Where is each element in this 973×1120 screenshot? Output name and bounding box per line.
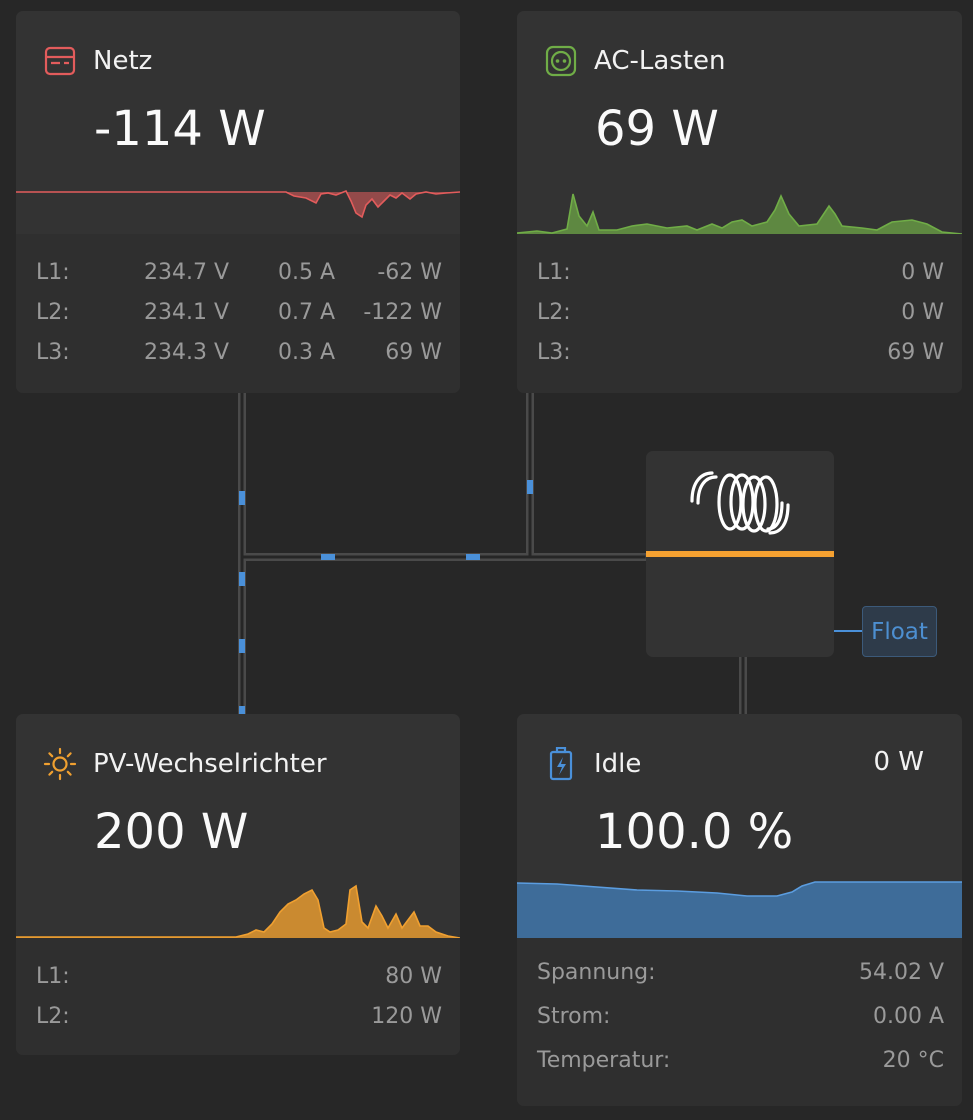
battery-soc: 100.0 % bbox=[595, 804, 794, 860]
pv-inverter-phase-row: L2: 120 W bbox=[36, 1004, 442, 1029]
ac-socket-icon bbox=[544, 44, 578, 78]
pv-inverter-phase-row: L1: 80 W bbox=[36, 964, 442, 989]
ac-loads-chart bbox=[517, 186, 962, 236]
grid-power: -114 W bbox=[94, 101, 266, 157]
grid-phase-row: L1: 234.7 V 0.5 A -62 W bbox=[36, 260, 442, 285]
battery-detail-row: Strom: 0.00 A bbox=[537, 1004, 944, 1029]
grid-chart bbox=[16, 181, 460, 231]
pv-inverter-power: 200 W bbox=[94, 804, 249, 860]
pv-inverter-card[interactable]: PV-Wechselrichter 200 W L1: 80 W L2: 120… bbox=[16, 714, 460, 1055]
ac-loads-card[interactable]: AC-Lasten 69 W L1: 0 W L2: 0 W L3: 69 W bbox=[517, 11, 962, 393]
battery-details: Spannung: 54.02 V Strom: 0.00 A Temperat… bbox=[517, 938, 962, 1106]
ac-loads-phase-row: L2: 0 W bbox=[537, 300, 944, 325]
grid-phase-details: L1: 234.7 V 0.5 A -62 W L2: 234.1 V 0.7 … bbox=[16, 234, 460, 393]
sun-icon bbox=[43, 747, 77, 781]
inverter-card[interactable] bbox=[646, 451, 834, 657]
battery-chart bbox=[517, 880, 962, 938]
victron-logo-icon bbox=[686, 469, 796, 539]
battery-charging-icon bbox=[544, 747, 578, 781]
ac-loads-phase-row: L3: 69 W bbox=[537, 340, 944, 365]
battery-detail-row: Temperatur: 20 °C bbox=[537, 1048, 944, 1073]
battery-state: Idle bbox=[594, 749, 642, 779]
ac-loads-phase-row: L1: 0 W bbox=[537, 260, 944, 285]
grid-title: Netz bbox=[93, 46, 153, 76]
battery-power: 0 W bbox=[873, 747, 924, 777]
inverter-accent-bar bbox=[646, 551, 834, 557]
grid-meter-icon bbox=[43, 44, 77, 78]
inverter-state-badge: Float bbox=[862, 606, 937, 657]
grid-phase-row: L2: 234.1 V 0.7 A -122 W bbox=[36, 300, 442, 325]
flow-dots bbox=[239, 480, 533, 715]
battery-detail-row: Spannung: 54.02 V bbox=[537, 960, 944, 985]
grid-phase-row: L3: 234.3 V 0.3 A 69 W bbox=[36, 340, 442, 365]
ac-loads-phase-details: L1: 0 W L2: 0 W L3: 69 W bbox=[517, 234, 962, 393]
pv-inverter-chart bbox=[16, 882, 460, 939]
grid-card[interactable]: Netz -114 W L1: 234.7 V 0.5 A -62 W L2: … bbox=[16, 11, 460, 393]
pv-inverter-title: PV-Wechselrichter bbox=[93, 749, 327, 779]
battery-card[interactable]: Idle 0 W 100.0 % Spannung: 54.02 V Strom… bbox=[517, 714, 962, 1106]
pv-inverter-phase-details: L1: 80 W L2: 120 W bbox=[16, 938, 460, 1055]
ac-loads-power: 69 W bbox=[595, 101, 719, 157]
ac-loads-title: AC-Lasten bbox=[594, 46, 726, 76]
